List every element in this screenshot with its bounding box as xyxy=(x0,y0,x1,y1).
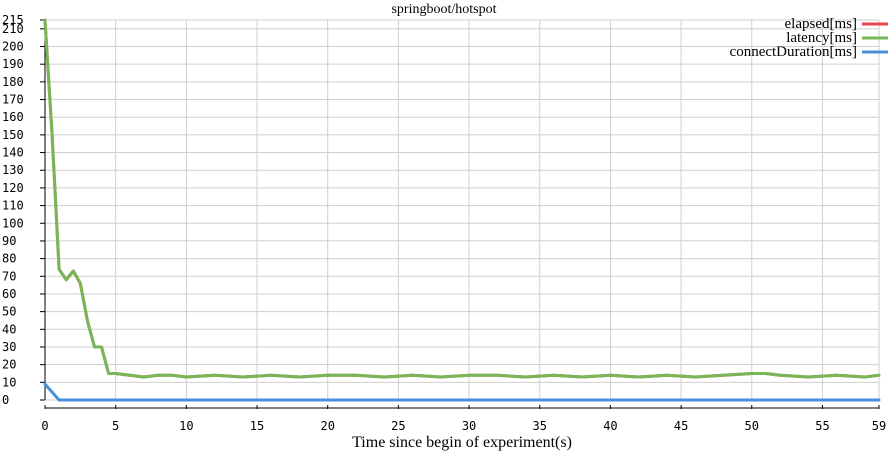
x-tick-label: 0 xyxy=(41,419,48,433)
x-tick-label: 20 xyxy=(320,419,334,433)
x-tick-label: 59 xyxy=(872,419,886,433)
legend-label-1: latency[ms] xyxy=(786,30,857,46)
x-tick-label: 35 xyxy=(533,419,547,433)
x-axis-label: Time since begin of experiment(s) xyxy=(352,434,572,451)
x-tick-label: 55 xyxy=(815,419,829,433)
series-line-1 xyxy=(43,18,881,379)
x-tick-label: 15 xyxy=(250,419,264,433)
x-tick-label: 45 xyxy=(674,419,688,433)
y-tick-label: 40 xyxy=(2,322,16,336)
chart-title: springboot/hotspot xyxy=(391,2,496,17)
y-tick-label: 0 xyxy=(2,393,9,407)
y-tick-label: 150 xyxy=(2,128,24,142)
legend: elapsed[ms]latency[ms]connectDuration[ms… xyxy=(730,16,888,60)
series-line-2 xyxy=(43,382,881,402)
y-tick-label: 210 xyxy=(2,22,24,36)
y-tick-label: 100 xyxy=(2,216,24,230)
y-tick-label: 190 xyxy=(2,57,24,71)
legend-label-0: elapsed[ms] xyxy=(785,16,857,32)
y-tick-label: 120 xyxy=(2,181,24,195)
y-tick-label: 140 xyxy=(2,146,24,160)
y-tick-label: 90 xyxy=(2,234,16,248)
ticks-layer: 0102030405060708090100110120130140150160… xyxy=(2,13,886,433)
y-tick-label: 60 xyxy=(2,287,16,301)
y-tick-label: 50 xyxy=(2,305,16,319)
y-tick-label: 180 xyxy=(2,75,24,89)
axes-layer xyxy=(44,20,879,409)
grid-layer xyxy=(44,19,880,401)
y-tick-label: 160 xyxy=(2,110,24,124)
x-tick-label: 25 xyxy=(391,419,405,433)
y-tick-label: 215 xyxy=(2,13,24,27)
y-tick-label: 70 xyxy=(2,269,16,283)
y-tick-label: 200 xyxy=(2,40,24,54)
y-tick-label: 110 xyxy=(2,199,24,213)
x-tick-label: 5 xyxy=(112,419,119,433)
x-tick-label: 10 xyxy=(179,419,193,433)
y-tick-label: 80 xyxy=(2,252,16,266)
y-tick-label: 10 xyxy=(2,375,16,389)
y-tick-label: 30 xyxy=(2,340,16,354)
x-tick-label: 30 xyxy=(462,419,476,433)
series-layer xyxy=(43,18,881,402)
y-tick-label: 20 xyxy=(2,358,16,372)
series-line-0 xyxy=(43,18,881,379)
legend-label-2: connectDuration[ms] xyxy=(730,44,857,60)
y-tick-label: 130 xyxy=(2,163,24,177)
x-tick-label: 40 xyxy=(603,419,617,433)
y-tick-label: 170 xyxy=(2,93,24,107)
x-tick-label: 50 xyxy=(745,419,759,433)
